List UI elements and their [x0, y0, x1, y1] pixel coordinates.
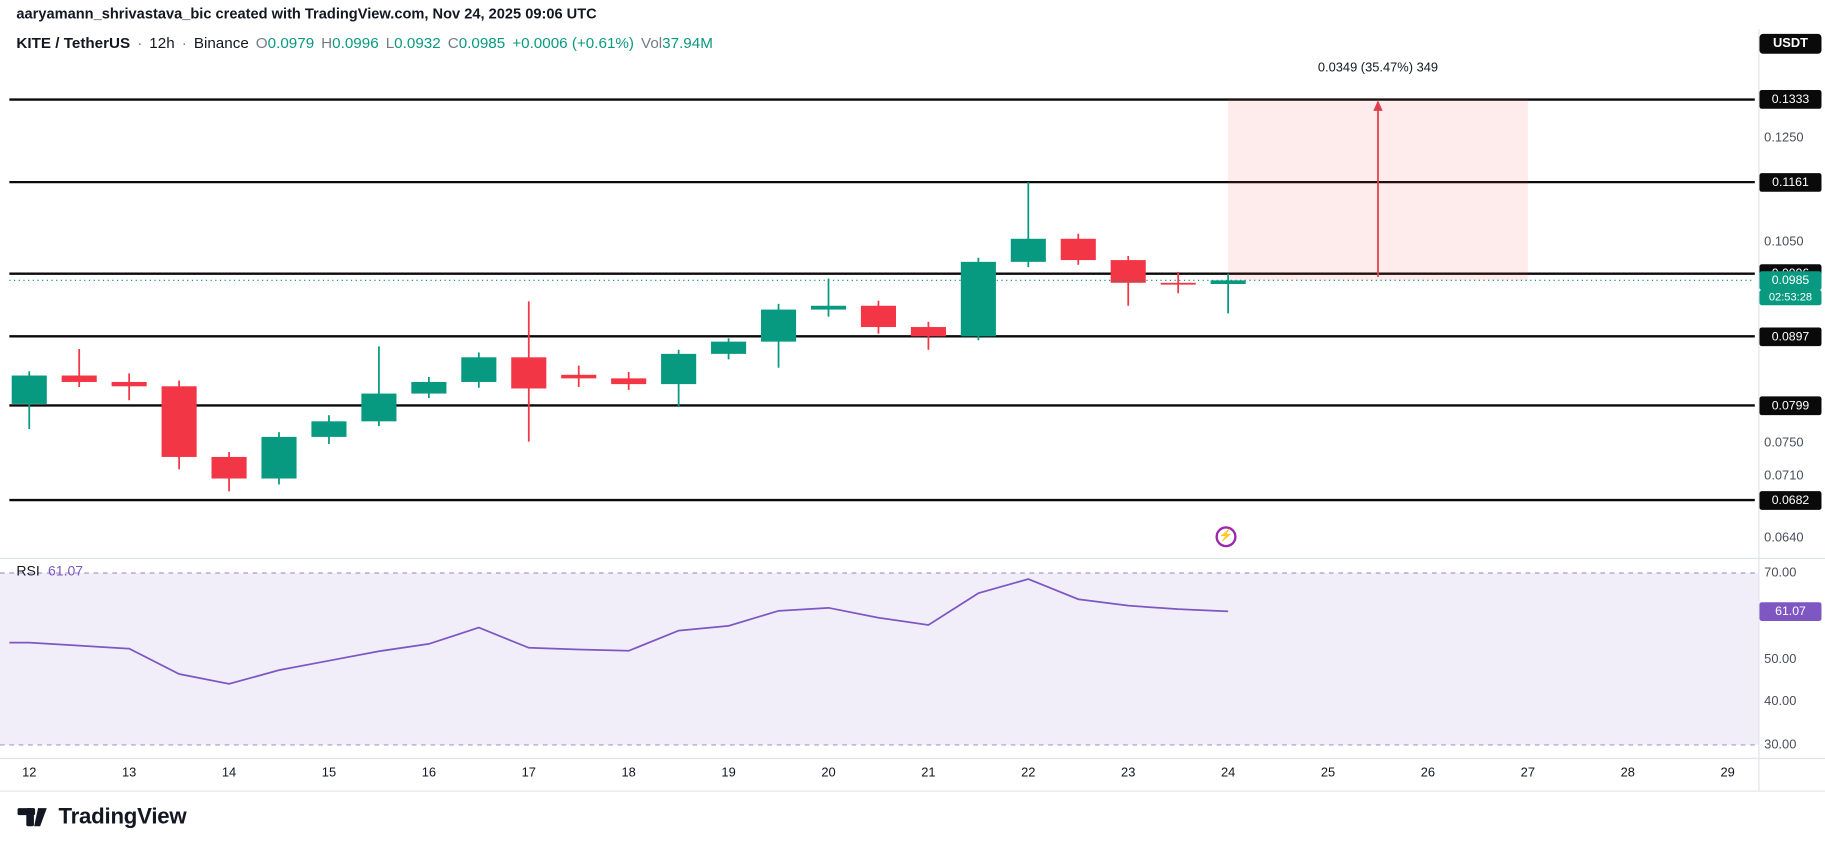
pane-separator[interactable]: [0, 557, 1825, 559]
time-axis-label: 22: [1021, 765, 1036, 781]
price-change: +0.0006 (+0.61%): [512, 33, 634, 52]
last-price-badge: 0.0985: [1759, 270, 1822, 290]
rsi-line[interactable]: [9, 578, 1229, 685]
tradingview-logo-icon[interactable]: [16, 802, 48, 831]
price-level-badge: 0.0897: [1759, 326, 1822, 346]
price-axis-label: 0.0640: [1764, 530, 1804, 546]
price-level-badge: 0.0682: [1759, 490, 1822, 510]
projection-measurement-label: 0.0349 (35.47%) 349: [1317, 60, 1439, 75]
candle[interactable]: [1060, 238, 1096, 261]
close-label: C: [447, 33, 459, 52]
high-label: H: [321, 33, 333, 52]
candle[interactable]: [161, 386, 197, 457]
candle[interactable]: [860, 305, 897, 328]
candle[interactable]: [461, 357, 497, 382]
flash-icon[interactable]: ⚡: [1215, 526, 1237, 548]
candle-countdown-badge: 02:53:28: [1759, 289, 1822, 305]
time-axis-label: 19: [721, 765, 736, 781]
projection-arrow-head: [1373, 100, 1383, 111]
volume-label: Vol: [641, 33, 663, 52]
symbol-title[interactable]: KITE / TetherUS: [16, 33, 131, 52]
candle[interactable]: [561, 374, 597, 379]
candle[interactable]: [411, 381, 447, 394]
price-axis-label: 0.0710: [1764, 468, 1804, 483]
attribution-text: aaryamann_shrivastava_bic created with T…: [16, 5, 597, 23]
candle[interactable]: [810, 305, 847, 310]
rsi-value-badge: 61.07: [1759, 602, 1822, 621]
tradingview-footer: TradingView: [16, 802, 187, 831]
separator-dot: ·: [137, 33, 143, 52]
price-level-badge: 0.1333: [1759, 90, 1822, 109]
candle[interactable]: [211, 456, 247, 479]
time-axis-label: 12: [22, 765, 37, 781]
rsi-axis-label: 40.00: [1764, 694, 1797, 709]
candle[interactable]: [611, 378, 647, 385]
volume-value: 37.94M: [662, 33, 713, 52]
time-axis-label: 13: [121, 765, 137, 781]
currency-badge[interactable]: USDT: [1759, 33, 1822, 54]
candle[interactable]: [1010, 238, 1046, 262]
price-axis-label: 0.0750: [1764, 436, 1804, 451]
price-axis-label: 0.1050: [1764, 235, 1804, 250]
high-value: 0.0996: [332, 33, 379, 52]
rsi-header: RSI 61.07: [16, 562, 83, 578]
candle[interactable]: [711, 341, 747, 354]
rsi-band: [0, 573, 1759, 745]
time-axis-label: 20: [821, 765, 836, 781]
price-level-badge: 0.0799: [1759, 396, 1822, 415]
price-level-badge: 0.1161: [1759, 172, 1822, 192]
candle[interactable]: [61, 375, 97, 382]
time-axis-label: 28: [1620, 765, 1635, 781]
separator-dot: ·: [181, 33, 187, 52]
rsi-indicator-value: 61.07: [47, 562, 84, 579]
time-axis-label: 26: [1420, 765, 1436, 781]
low-label: L: [385, 33, 395, 52]
open-label: O: [255, 33, 268, 52]
time-axis-label: 27: [1520, 765, 1536, 781]
time-axis-label: 18: [621, 765, 636, 781]
candle[interactable]: [111, 381, 147, 387]
candle[interactable]: [1210, 280, 1246, 285]
candle[interactable]: [661, 353, 697, 385]
time-axis-label: 24: [1220, 765, 1236, 781]
open-value: 0.0979: [267, 33, 315, 52]
time-axis-border: [0, 757, 1825, 759]
candle[interactable]: [960, 261, 996, 337]
time-axis-label: 23: [1121, 765, 1136, 781]
candle[interactable]: [311, 421, 347, 437]
candle[interactable]: [11, 375, 47, 404]
time-axis-label: 14: [221, 765, 237, 781]
time-axis-label: 15: [321, 765, 337, 781]
candle[interactable]: [511, 357, 547, 389]
candle[interactable]: [361, 393, 397, 422]
low-value: 0.0932: [394, 33, 441, 52]
time-axis-label: 21: [921, 765, 936, 781]
candle[interactable]: [1110, 260, 1146, 283]
rsi-axis-label: 30.00: [1764, 737, 1797, 752]
exchange-label: Binance: [193, 33, 249, 52]
candle[interactable]: [910, 327, 946, 337]
price-axis-label: 0.1250: [1764, 130, 1804, 146]
time-axis-label: 17: [521, 765, 536, 781]
interval-label[interactable]: 12h: [149, 33, 175, 52]
chart-bottom-border: [0, 790, 1825, 792]
time-axis-label: 16: [421, 765, 437, 781]
rsi-axis-label: 70.00: [1764, 565, 1797, 581]
time-axis-label: 25: [1320, 765, 1336, 781]
rsi-axis-label: 50.00: [1764, 651, 1797, 666]
symbol-header: KITE / TetherUS · 12h · Binance O 0.0979 …: [16, 34, 713, 52]
time-axis-label: 29: [1720, 765, 1735, 781]
candle[interactable]: [1160, 282, 1196, 285]
rsi-indicator-label[interactable]: RSI: [16, 562, 40, 579]
candle[interactable]: [761, 309, 797, 342]
price-axis-border: [1758, 29, 1760, 791]
candle[interactable]: [261, 436, 297, 479]
close-value: 0.0985: [458, 33, 506, 52]
tradingview-wordmark[interactable]: TradingView: [58, 803, 187, 829]
